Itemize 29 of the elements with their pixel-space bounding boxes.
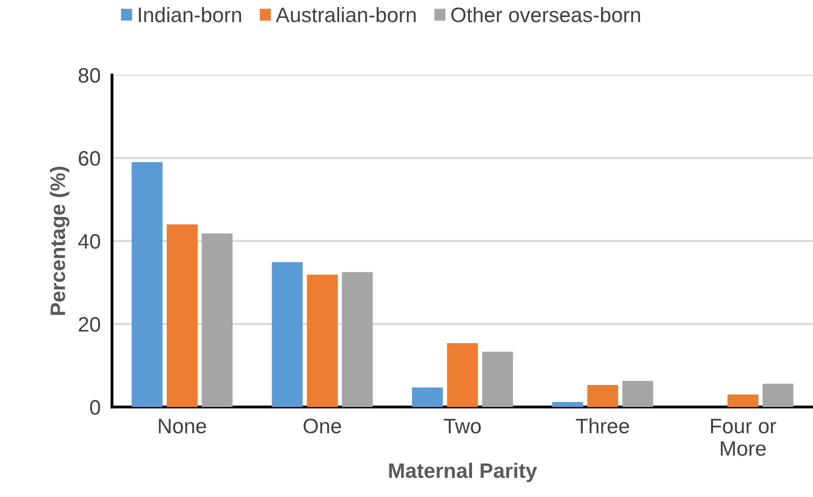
y-tick-label: 60 bbox=[78, 151, 100, 166]
legend-label: Indian-born bbox=[138, 6, 242, 22]
bar bbox=[622, 380, 654, 407]
bar bbox=[762, 384, 794, 407]
x-axis-title: Maternal Parity bbox=[389, 462, 538, 482]
bar bbox=[412, 387, 443, 407]
y-tick-label: 0 bbox=[90, 400, 100, 415]
x-tick-label: None bbox=[158, 418, 206, 434]
x-tick-label: Two bbox=[444, 418, 481, 434]
x-tick-label: Four or More bbox=[711, 418, 776, 456]
bar bbox=[306, 274, 338, 407]
bar bbox=[447, 343, 478, 407]
y-axis-title: Percentage (%) bbox=[50, 166, 70, 315]
bar bbox=[272, 262, 303, 407]
bar bbox=[132, 162, 162, 407]
x-tick-label: Three bbox=[576, 418, 629, 434]
bar bbox=[482, 352, 513, 407]
bar bbox=[727, 394, 758, 407]
y-tick-label: 40 bbox=[78, 234, 100, 249]
legend-label: Other overseas-born bbox=[451, 6, 640, 22]
bar bbox=[166, 224, 198, 407]
legend-label: Australian-born bbox=[276, 6, 416, 22]
x-tick-label: One bbox=[304, 418, 342, 434]
bar bbox=[342, 272, 373, 407]
bar bbox=[587, 385, 618, 407]
bar bbox=[552, 402, 584, 407]
y-tick-label: 20 bbox=[78, 317, 100, 332]
bar bbox=[202, 234, 233, 407]
y-tick-label: 80 bbox=[78, 68, 100, 83]
